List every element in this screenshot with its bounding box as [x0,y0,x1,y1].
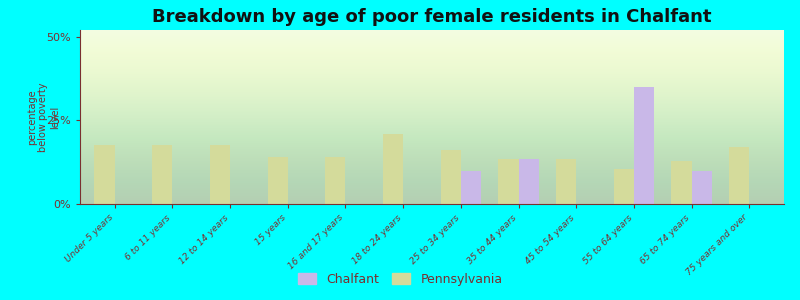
Bar [614,169,634,204]
Bar [498,159,518,204]
Bar [671,160,692,204]
Bar [152,146,172,204]
Bar [383,134,403,204]
Y-axis label: percentage
below poverty
level: percentage below poverty level [27,82,60,152]
Bar [210,146,230,204]
Bar [267,157,288,204]
Legend: Chalfant, Pennsylvania: Chalfant, Pennsylvania [293,268,507,291]
Bar [326,157,346,204]
Bar [461,170,481,204]
Bar [94,146,114,204]
Bar [634,87,654,204]
Bar [729,147,750,204]
Bar [518,159,538,204]
Title: Breakdown by age of poor female residents in Chalfant: Breakdown by age of poor female resident… [152,8,712,26]
Bar [441,151,461,204]
Bar [692,170,712,204]
Bar [556,159,576,204]
